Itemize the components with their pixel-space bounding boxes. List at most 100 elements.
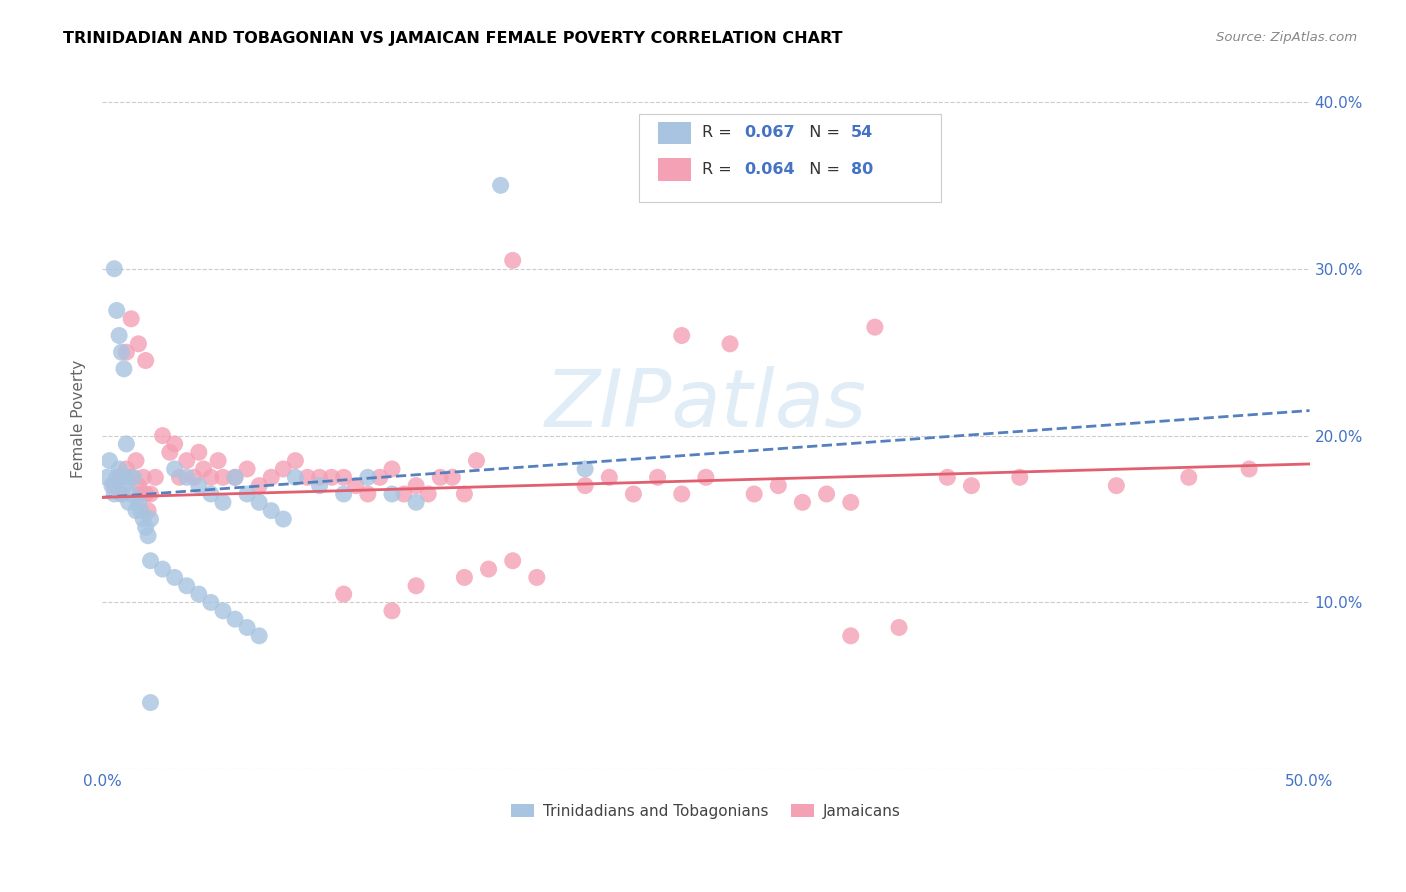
Point <box>176 470 198 484</box>
Point <box>103 478 125 492</box>
Point <box>260 504 283 518</box>
Point <box>136 529 159 543</box>
Point <box>110 345 132 359</box>
Text: 80: 80 <box>851 162 873 177</box>
Point <box>105 303 128 318</box>
Point <box>112 478 135 492</box>
Point <box>108 470 131 484</box>
Text: 0.064: 0.064 <box>745 162 796 177</box>
Point <box>163 462 186 476</box>
Point <box>139 554 162 568</box>
Point <box>647 470 669 484</box>
Point <box>125 453 148 467</box>
Point <box>405 478 427 492</box>
Point <box>502 253 524 268</box>
Point <box>381 487 404 501</box>
Point <box>120 311 142 326</box>
Legend: Trinidadians and Tobagonians, Jamaicans: Trinidadians and Tobagonians, Jamaicans <box>505 797 907 825</box>
Point <box>122 470 145 484</box>
Text: Source: ZipAtlas.com: Source: ZipAtlas.com <box>1216 31 1357 45</box>
Point <box>108 328 131 343</box>
Text: 0.067: 0.067 <box>745 126 796 141</box>
Point <box>101 478 124 492</box>
Point <box>1178 470 1201 484</box>
Text: TRINIDADIAN AND TOBAGONIAN VS JAMAICAN FEMALE POVERTY CORRELATION CHART: TRINIDADIAN AND TOBAGONIAN VS JAMAICAN F… <box>63 31 842 46</box>
Point <box>176 453 198 467</box>
Point <box>381 462 404 476</box>
Point <box>152 562 174 576</box>
Point <box>110 487 132 501</box>
Point <box>815 487 838 501</box>
Point <box>792 495 814 509</box>
Point <box>135 487 157 501</box>
Point <box>742 487 765 501</box>
Point <box>200 470 222 484</box>
Point <box>115 345 138 359</box>
Text: N =: N = <box>799 162 845 177</box>
Point <box>247 629 270 643</box>
Point <box>176 579 198 593</box>
Point <box>115 470 138 484</box>
Point <box>115 437 138 451</box>
Point <box>502 554 524 568</box>
Point <box>405 579 427 593</box>
Point <box>224 470 246 484</box>
Point <box>163 437 186 451</box>
Point <box>429 470 451 484</box>
Y-axis label: Female Poverty: Female Poverty <box>72 359 86 478</box>
Point <box>418 487 440 501</box>
Point <box>839 629 862 643</box>
Text: ZIPatlas: ZIPatlas <box>544 366 868 444</box>
Point <box>839 495 862 509</box>
Point <box>260 470 283 484</box>
Point <box>200 487 222 501</box>
Point <box>112 362 135 376</box>
Point <box>271 462 294 476</box>
Point <box>392 487 415 501</box>
Point <box>936 470 959 484</box>
Point <box>110 487 132 501</box>
Point <box>118 495 141 509</box>
Point <box>405 495 427 509</box>
Point <box>284 470 307 484</box>
Point <box>96 470 118 484</box>
Point <box>768 478 790 492</box>
Point <box>1008 470 1031 484</box>
Point <box>308 470 330 484</box>
Point <box>98 453 121 467</box>
Point <box>357 470 380 484</box>
Text: 54: 54 <box>851 126 873 141</box>
Point <box>143 470 166 484</box>
Point <box>236 462 259 476</box>
Point <box>127 495 149 509</box>
Point <box>671 328 693 343</box>
Point <box>1237 462 1260 476</box>
Point <box>477 562 499 576</box>
FancyBboxPatch shape <box>658 122 692 145</box>
Point <box>159 445 181 459</box>
Point <box>1105 478 1128 492</box>
FancyBboxPatch shape <box>640 114 941 202</box>
Point <box>887 620 910 634</box>
Point <box>332 470 354 484</box>
Point <box>132 512 155 526</box>
Point <box>236 487 259 501</box>
Point <box>120 487 142 501</box>
Point <box>187 478 209 492</box>
Point <box>115 462 138 476</box>
Point <box>193 462 215 476</box>
Point <box>108 462 131 476</box>
Point <box>960 478 983 492</box>
Point <box>152 428 174 442</box>
Point <box>357 487 380 501</box>
Point <box>574 462 596 476</box>
Text: R =: R = <box>702 126 737 141</box>
FancyBboxPatch shape <box>658 158 692 181</box>
Point <box>332 587 354 601</box>
Point <box>671 487 693 501</box>
Point <box>297 470 319 484</box>
Point <box>139 696 162 710</box>
Point <box>103 487 125 501</box>
Point <box>453 487 475 501</box>
Point <box>308 478 330 492</box>
